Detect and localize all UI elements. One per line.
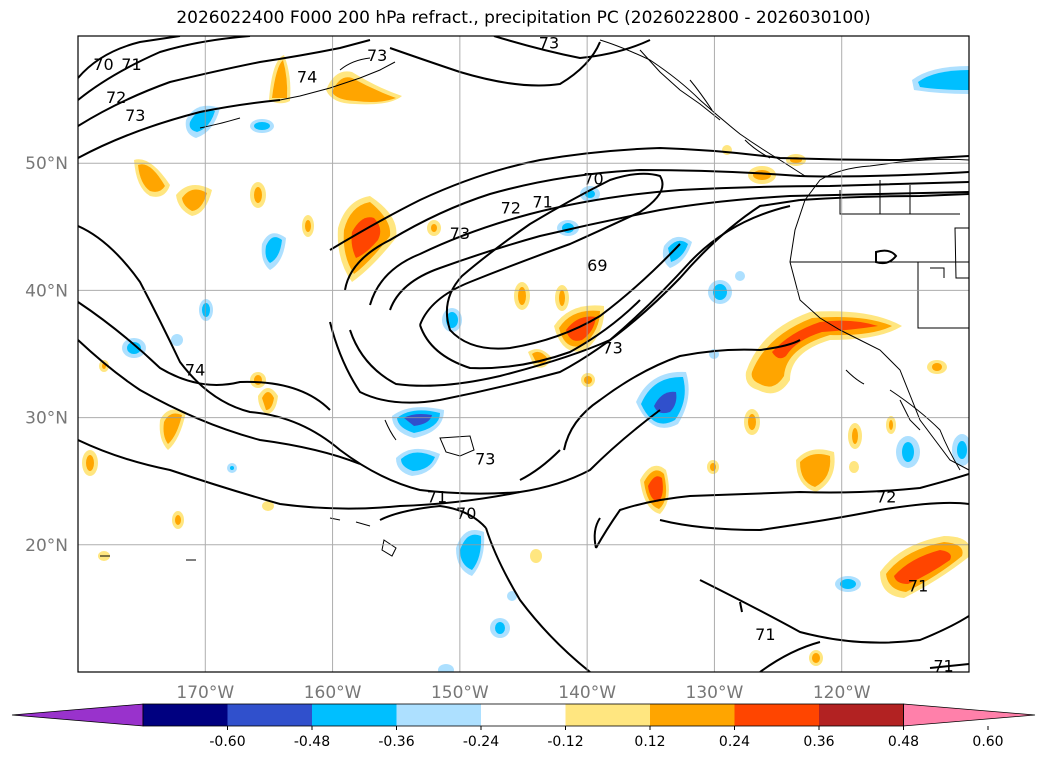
precip-blob (912, 66, 969, 94)
precip-blob (392, 407, 444, 438)
map-frame (77, 35, 970, 673)
colorbar-tick-label: -0.36 (378, 734, 414, 750)
page-title: 2026022400 F000 200 hPa refract., precip… (176, 8, 871, 28)
colorbar-tick-label: 0.36 (803, 734, 834, 750)
colorbar-tick-label: 0.12 (634, 734, 665, 750)
colorbar-high-extend (903, 703, 1036, 727)
contour-label: 71 (933, 657, 953, 676)
colorbar-frame (142, 703, 904, 727)
precip-blob (326, 71, 402, 105)
latitude-tick-label: 40°N (25, 281, 68, 301)
precip-blob (134, 159, 170, 197)
latitude-tick-label: 30°N (25, 409, 68, 429)
contour-label: 73 (475, 449, 495, 468)
contour-label: 72 (106, 88, 126, 107)
colorbar-segment (481, 704, 566, 726)
longitude-tick-label: 170°W (176, 683, 234, 703)
contour-label: 70 (583, 169, 603, 188)
colorbar-segment (227, 704, 312, 726)
contour-label: 71 (755, 625, 775, 644)
colorbar-segment (819, 704, 904, 726)
precip-blob (796, 449, 835, 492)
colorbar-low-extend (11, 703, 144, 727)
coastlines (100, 39, 969, 613)
map-background (78, 36, 969, 672)
contour-label: 73 (539, 33, 559, 52)
colorbar-tick-label: 0.48 (888, 734, 919, 750)
colorbar-tick-label: 0.60 (972, 734, 1003, 750)
precip-blob (159, 409, 186, 450)
contour-label: 71 (121, 55, 141, 74)
contour-label: 73 (367, 46, 387, 65)
colorbar-tick-label: -0.60 (209, 734, 245, 750)
latitude-tick-label: 20°N (25, 536, 68, 556)
longitude-tick-label: 130°W (686, 683, 744, 703)
contour-label: 71 (427, 487, 447, 506)
precip-blob (662, 236, 692, 268)
colorbar-segment (312, 704, 397, 726)
contour-label: 72 (501, 199, 521, 218)
latitude-labels: 20°N 30°N 40°N 50°N (25, 154, 68, 556)
longitude-tick-label: 150°W (431, 683, 489, 703)
colorbar-segment (143, 704, 228, 726)
precip-blob (261, 233, 286, 270)
precip-blob (269, 55, 291, 104)
contour-label: 72 (876, 487, 896, 506)
colorbar-tick-label: -0.48 (294, 734, 330, 750)
longitude-tick-label: 140°W (558, 683, 616, 703)
precip-blob (880, 536, 969, 598)
colorbar-tick-label: 0.24 (719, 734, 750, 750)
contour-label: 70 (456, 504, 476, 523)
graticule (78, 36, 969, 672)
contour-labels: 70 71727374737370717273697374737170727171… (93, 33, 953, 675)
contour-label: 71 (532, 192, 552, 211)
longitude-tick-label: 160°W (304, 683, 362, 703)
contour-label: 74 (297, 68, 317, 87)
precip-blob (337, 196, 397, 282)
precip-blob (745, 311, 902, 394)
precip-blob (258, 388, 278, 414)
refractivity-contours (78, 36, 969, 672)
longitude-labels: 170°W 160°W 150°W 140°W 130°W 120°W (176, 683, 870, 703)
contour-label: 71 (908, 577, 928, 596)
precip-blob (456, 530, 485, 576)
longitude-tick-label: 120°W (813, 683, 871, 703)
contour-label: 74 (185, 360, 205, 379)
colorbar-tick-label: -0.24 (463, 734, 499, 750)
colorbar-segment (565, 704, 650, 726)
colorbar-tick-label: -0.12 (547, 734, 583, 750)
contour-label: 69 (587, 256, 607, 275)
precip-blob (176, 185, 212, 216)
contour-label: 70 (93, 55, 113, 74)
contour-label: 73 (125, 106, 145, 125)
precip-blob (396, 448, 440, 476)
colorbar-segment (396, 704, 481, 726)
colorbar-segment (650, 704, 735, 726)
precip-blob (636, 371, 689, 428)
colorbar: -0.60 -0.48 -0.36 -0.24 -0.12 0.12 0.24 0.36 0.4… (11, 703, 1036, 750)
contour-label: 73 (602, 339, 622, 358)
colorbar-segment (734, 704, 819, 726)
latitude-tick-label: 50°N (25, 154, 68, 174)
